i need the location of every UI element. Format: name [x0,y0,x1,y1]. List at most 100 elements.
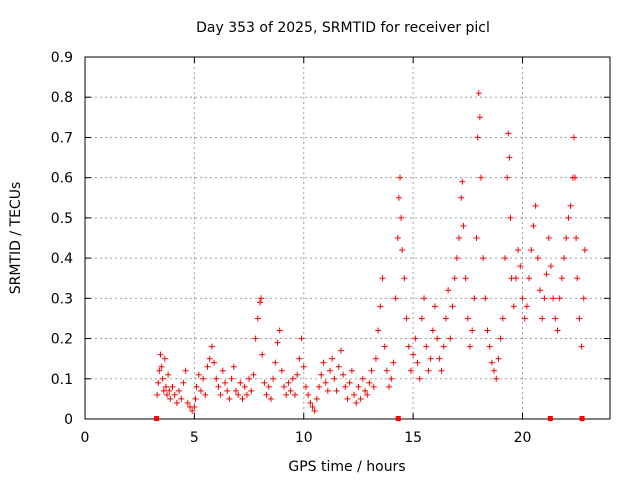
data-point [248,387,255,394]
data-point [340,371,347,378]
data-point [372,355,379,362]
data-point [270,375,277,382]
x-tick-label: 15 [404,430,422,446]
data-point [484,327,491,334]
zero-value-point [547,416,553,421]
data-point [383,367,390,374]
data-point [171,391,178,398]
data-point [403,315,410,322]
data-point [488,359,495,366]
data-point [276,327,283,334]
data-point [491,367,498,374]
data-point [530,222,537,229]
data-point [322,379,329,386]
data-point [449,303,456,310]
zero-value-point [395,416,401,421]
data-point [572,174,578,181]
data-point [292,391,298,398]
data-point [313,395,320,402]
data-point [379,275,386,282]
data-point [429,327,436,334]
data-point [257,299,263,306]
data-point [162,383,169,390]
data-point [192,395,199,402]
data-point [159,375,166,382]
x-tick-label: 0 [81,430,90,446]
y-tick-label: 0 [64,412,73,428]
data-point [565,214,572,221]
data-point [392,295,399,302]
x-axis-ticks: 0 5 10 15 20 [81,57,532,446]
y-tick-label: 0.8 [51,90,73,106]
data-point [265,383,272,390]
data-point [401,275,408,282]
data-point [335,363,342,370]
data-point [515,247,522,254]
data-point [208,343,215,350]
data-point [534,255,541,262]
data-point [493,375,500,382]
data-point [581,247,588,254]
data-point [405,343,412,350]
data-point [440,343,447,350]
y-tick-label: 0.2 [51,332,73,348]
data-point [370,383,377,390]
data-point [412,335,419,342]
data-point [471,295,478,302]
data-point [447,335,454,342]
data-point [453,255,460,262]
data-point [573,235,580,241]
data-point [554,327,561,334]
data-point [237,379,244,386]
y-axis-label: SRMTID / TECUs [8,182,24,295]
data-point [414,359,421,366]
data-point [320,359,327,366]
data-point [362,387,368,394]
data-point [368,367,375,374]
data-point [399,247,406,254]
data-point [386,383,393,390]
data-point [532,202,539,209]
data-point [178,395,185,402]
data-point [195,371,202,378]
x-tick-label: 20 [514,430,532,446]
data-point [528,247,535,254]
data-point [267,395,274,402]
data-point [445,287,452,294]
data-point [462,275,469,282]
y-tick-label: 0.7 [51,130,73,146]
data-point [165,371,172,378]
data-point [570,134,577,141]
data-point [211,359,218,366]
y-tick-label: 0.4 [51,251,73,267]
data-point [495,355,502,362]
data-point [521,315,528,322]
data-point [366,379,373,386]
data-point [510,303,517,310]
data-point [477,174,484,181]
data-points [154,90,588,421]
data-point [456,235,463,241]
data-point [541,295,548,302]
data-point [506,154,513,161]
data-point [467,343,473,350]
data-point [434,335,441,342]
data-point [298,335,305,342]
data-point [166,387,173,394]
data-point [164,391,171,398]
data-point [497,335,504,342]
data-point [294,371,301,378]
data-point [574,275,581,282]
data-point [519,295,526,302]
data-point [507,214,514,221]
data-point [228,375,235,382]
data-point [464,315,471,322]
data-point [333,387,340,394]
data-point [226,395,233,402]
data-point [154,391,161,398]
data-point [346,379,353,386]
data-point [398,214,405,221]
data-point [342,383,349,390]
data-point [217,391,224,398]
